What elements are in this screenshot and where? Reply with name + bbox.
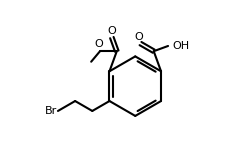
Text: OH: OH bbox=[172, 41, 189, 51]
Text: O: O bbox=[135, 32, 143, 42]
Text: Br: Br bbox=[44, 106, 57, 116]
Text: O: O bbox=[94, 39, 103, 49]
Text: O: O bbox=[108, 26, 116, 36]
